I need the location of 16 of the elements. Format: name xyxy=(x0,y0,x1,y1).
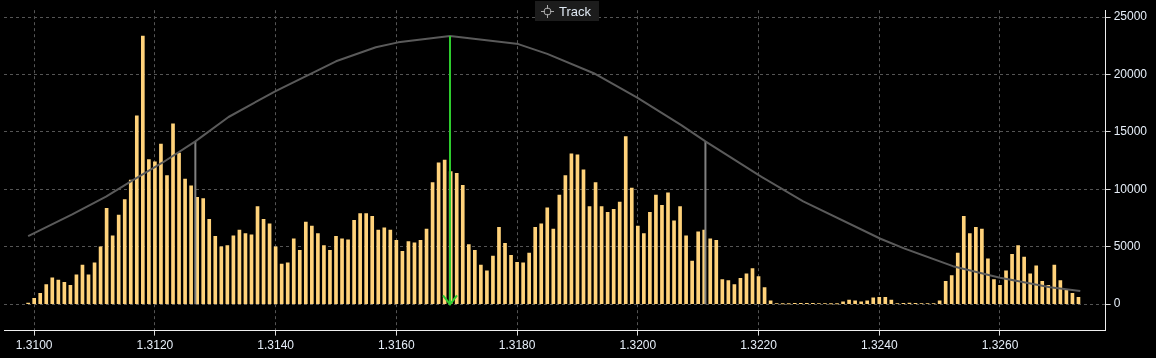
x-tick-label: 1.3140 xyxy=(257,338,295,353)
x-tick-label: 1.3120 xyxy=(136,338,174,353)
x-tick-label: 1.3260 xyxy=(981,338,1019,353)
y-tick-label: 0 xyxy=(1113,296,1121,311)
x-tick-label: 1.3180 xyxy=(498,338,536,353)
x-tick-label: 1.3240 xyxy=(860,338,898,353)
y-tick-label: 25000 xyxy=(1113,9,1148,24)
y-tick-label: 20000 xyxy=(1113,66,1148,81)
x-tick-label: 1.3200 xyxy=(619,338,657,353)
x-tick-label: 1.3220 xyxy=(740,338,778,353)
x-tick-label: 1.3100 xyxy=(15,338,53,353)
y-tick-label: 15000 xyxy=(1113,124,1148,139)
x-tick-label: 1.3160 xyxy=(378,338,416,353)
y-tick-label: 10000 xyxy=(1113,181,1148,196)
annotation: Track xyxy=(559,3,592,19)
y-tick-label: 5000 xyxy=(1113,239,1141,254)
